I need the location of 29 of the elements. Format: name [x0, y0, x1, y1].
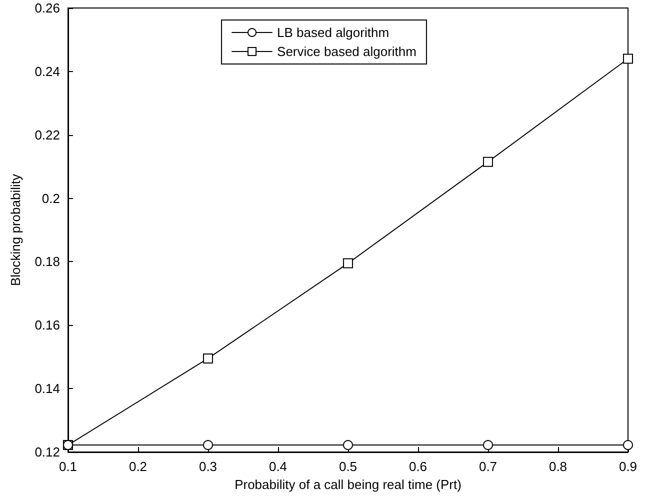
y-tick-label: 0.24: [34, 64, 60, 79]
point: [203, 440, 213, 450]
point: [483, 156, 493, 167]
y-tick-label: 0.14: [34, 381, 60, 396]
point: [343, 440, 353, 450]
x-tick-label: 0.3: [198, 459, 218, 474]
y-axis-title: Blocking probability: [8, 174, 23, 286]
x-tick-label: 0.8: [548, 459, 568, 474]
x-tick-label: 0.9: [618, 459, 638, 474]
x-tick-label: 0.7: [478, 459, 498, 474]
point: [203, 353, 213, 364]
x-tick-label: 0.2: [128, 459, 148, 474]
y-tick-label: 0.2: [42, 190, 60, 206]
legend-label: Service based algorithm: [277, 44, 416, 59]
y-tick-label: 0.26: [34, 0, 60, 16]
point: [343, 258, 353, 268]
x-axis-title: Probability of a call being real time (Prt): [234, 476, 462, 492]
y-tick-label: 0.18: [34, 254, 60, 270]
x-tick-label: 0.4: [268, 459, 288, 474]
y-tick-label: 0.12: [34, 444, 60, 460]
y-tick-label: 0.22: [34, 127, 60, 142]
point: [623, 54, 633, 64]
x-tick-label: 0.5: [338, 459, 358, 474]
y-tick-label: 0.16: [34, 318, 60, 333]
point: [623, 440, 633, 450]
legend-label: LB based algorithm: [277, 25, 390, 40]
x-tick-label: 0.1: [58, 459, 78, 474]
point: [483, 440, 493, 450]
x-tick-label: 0.6: [408, 459, 428, 474]
